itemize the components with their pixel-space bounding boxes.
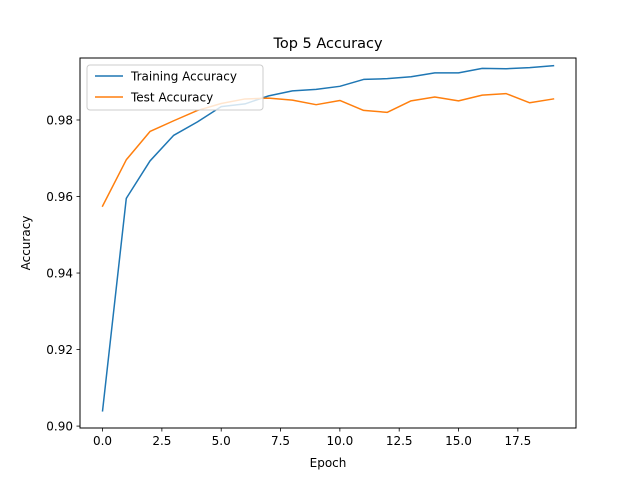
x-tick-label: 2.5	[152, 434, 171, 448]
plot-area	[101, 64, 555, 412]
chart-title: Top 5 Accuracy	[272, 36, 383, 52]
x-tick-label: 7.5	[271, 434, 290, 448]
legend: Training Accuracy Test Accuracy	[86, 64, 264, 111]
y-tick-label: 0.92	[46, 343, 73, 357]
x-tick-label: 12.5	[386, 434, 413, 448]
axes-frame	[79, 57, 577, 429]
y-tick-label: 0.98	[46, 113, 73, 127]
y-tick-label: 0.96	[46, 190, 73, 204]
y-tick-label: 0.94	[46, 267, 73, 281]
y-tick-label: 0.90	[46, 420, 73, 434]
x-tick-label: 10.0	[327, 434, 354, 448]
legend-box	[86, 64, 264, 111]
x-tick-label: 0.0	[93, 434, 112, 448]
series-line-test-accuracy	[101, 92, 555, 208]
x-axis-label: Epoch	[310, 456, 347, 470]
series-line-training-accuracy	[101, 64, 555, 412]
y-axis-label: Accuracy	[19, 216, 33, 271]
x-tick-label: 17.5	[504, 434, 531, 448]
x-tick-label: 15.0	[445, 434, 472, 448]
x-tick-label: 5.0	[212, 434, 231, 448]
y-axis: 0.90 0.92 0.94 0.96 0.98	[46, 113, 80, 434]
legend-label: Training Accuracy	[130, 70, 237, 84]
x-axis: 0.0 2.5 5.0 7.5 10.0 12.5 15.0 17.5	[93, 428, 531, 448]
legend-label: Test Accuracy	[130, 91, 213, 105]
